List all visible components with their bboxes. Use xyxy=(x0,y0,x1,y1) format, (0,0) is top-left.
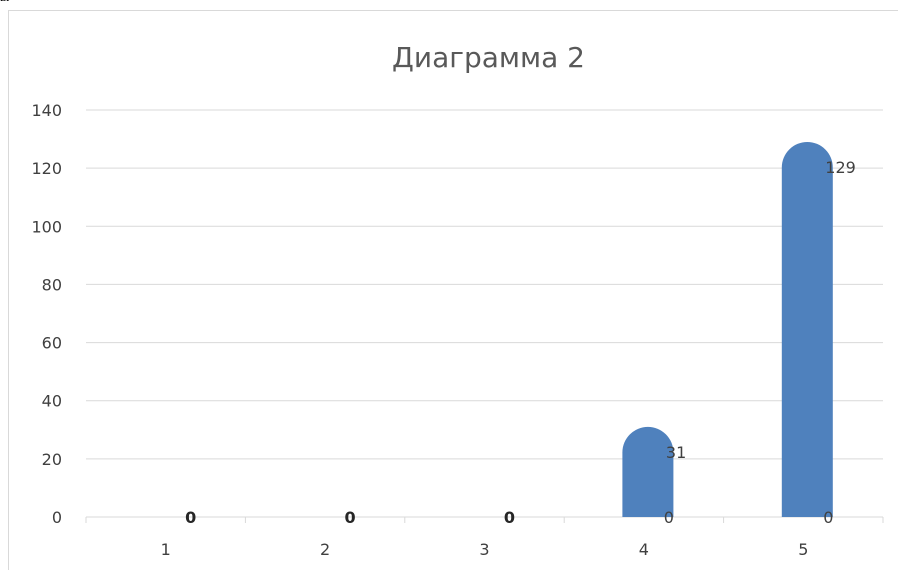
data-label-zero: 0 xyxy=(664,508,674,527)
x-tick-label: 3 xyxy=(479,540,489,559)
data-label-zero: 0 xyxy=(504,508,515,527)
chart-title: Диаграмма 2 xyxy=(392,41,585,74)
data-label: 129 xyxy=(825,158,856,177)
y-tick-label: 140 xyxy=(31,101,62,120)
y-tick-label: 40 xyxy=(42,392,62,411)
axes: 0 20 40 60 80 100 120 140 1 2 3 4 5 xyxy=(31,101,884,559)
data-label-zero: 0 xyxy=(345,508,356,527)
y-tick-label: 60 xyxy=(42,334,62,353)
data-label: 31 xyxy=(666,443,686,462)
y-tick-label: 20 xyxy=(42,450,62,469)
data-label-zero: 0 xyxy=(823,508,833,527)
bar xyxy=(622,426,674,517)
chart-frame xyxy=(8,10,898,570)
y-tick-label: 80 xyxy=(42,275,62,294)
y-tick-label: 100 xyxy=(31,217,62,236)
x-tick-label: 4 xyxy=(639,540,649,559)
bar xyxy=(781,141,833,518)
bars xyxy=(622,141,833,518)
gridlines xyxy=(86,109,883,518)
text-fragment: ы xyxy=(0,0,9,6)
x-tick-label: 1 xyxy=(161,540,171,559)
y-tick-label: 0 xyxy=(52,508,62,527)
x-tick-label: 5 xyxy=(798,540,808,559)
x-tick-label: 2 xyxy=(320,540,330,559)
y-tick-label: 120 xyxy=(31,159,62,178)
data-label-zero: 0 xyxy=(185,508,196,527)
data-labels: 0 0 0 31 0 129 0 xyxy=(185,158,856,527)
